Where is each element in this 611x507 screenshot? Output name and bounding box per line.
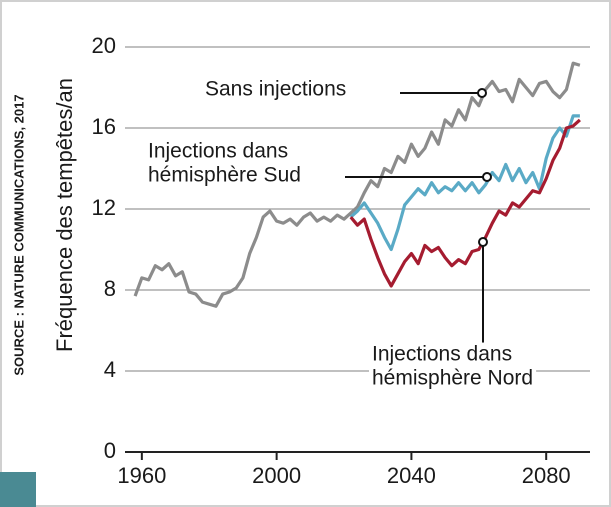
- lines: [133, 61, 581, 308]
- corner-block: [0, 472, 36, 507]
- pointer-dot: [477, 88, 487, 98]
- y-tick-label: 16: [92, 114, 116, 139]
- label-bg: [145, 139, 292, 163]
- legend-label: Injections dans: [148, 140, 288, 163]
- x-tick-label: 1960: [117, 463, 166, 488]
- legend-label: hémisphère Sud: [148, 164, 301, 187]
- label-bg: [202, 77, 350, 101]
- label-bg: [369, 342, 516, 366]
- y-tick-label: 0: [104, 438, 116, 463]
- label-bg: [369, 366, 537, 390]
- pointer-dot: [478, 237, 488, 247]
- legend-label: Sans injections: [205, 78, 346, 101]
- pointer-dot: [482, 172, 492, 182]
- y-tick-label: 20: [92, 33, 116, 58]
- x-tick-label: 2000: [252, 463, 301, 488]
- series-line: [349, 114, 580, 252]
- series-line: [349, 118, 581, 288]
- x-tick-label: 2080: [522, 463, 571, 488]
- legend-label: Injections dans: [372, 343, 512, 366]
- x-tick-label: 2040: [387, 463, 436, 488]
- legend-label: hémisphère Nord: [372, 367, 533, 390]
- y-axis-label: Fréquence des tempêtes/an: [52, 78, 77, 352]
- series-line: [133, 61, 581, 308]
- y-tick-label: 4: [104, 357, 116, 382]
- label-bg: [145, 163, 304, 187]
- y-tick-label: 8: [104, 276, 116, 301]
- grid: 0 4 8 12 16 20 1960 2000 2040 2080: [92, 33, 590, 488]
- y-tick-label: 12: [92, 195, 116, 220]
- source: SOURCE : NATURE COMMUNICATIONS, 2017: [11, 94, 26, 375]
